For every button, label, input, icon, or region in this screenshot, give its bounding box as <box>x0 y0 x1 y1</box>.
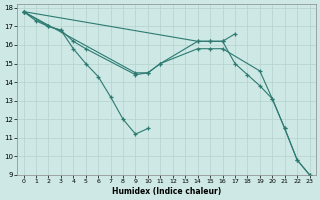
X-axis label: Humidex (Indice chaleur): Humidex (Indice chaleur) <box>112 187 221 196</box>
